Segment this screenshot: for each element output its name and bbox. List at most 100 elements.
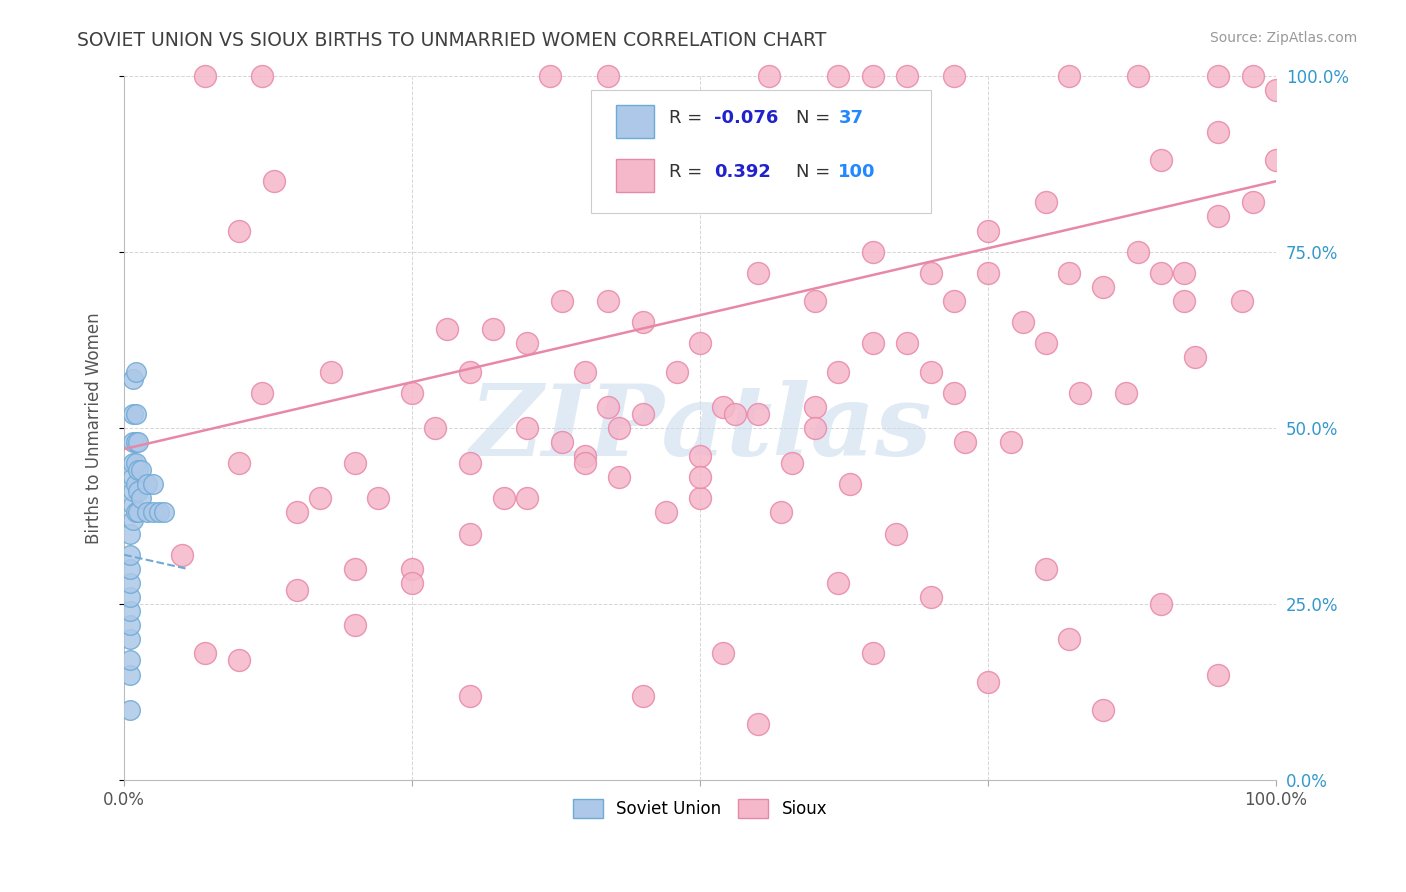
- Point: [118, 526, 141, 541]
- Point: [252, 69, 274, 83]
- Point: [631, 689, 654, 703]
- Text: 37: 37: [838, 109, 863, 127]
- Point: [711, 400, 734, 414]
- Point: [596, 400, 619, 414]
- Point: [122, 456, 145, 470]
- Y-axis label: Births to Unmarried Women: Births to Unmarried Women: [86, 312, 103, 544]
- Point: [124, 365, 146, 379]
- Point: [920, 590, 942, 604]
- Point: [136, 506, 159, 520]
- Point: [747, 266, 769, 280]
- Point: [920, 365, 942, 379]
- Point: [942, 293, 965, 308]
- Point: [1035, 562, 1057, 576]
- Point: [148, 506, 170, 520]
- Point: [689, 470, 711, 484]
- Point: [942, 385, 965, 400]
- Point: [689, 336, 711, 351]
- Point: [724, 407, 747, 421]
- Point: [401, 562, 423, 576]
- FancyBboxPatch shape: [591, 89, 931, 213]
- Point: [136, 477, 159, 491]
- Point: [574, 456, 596, 470]
- Point: [747, 717, 769, 731]
- Point: [122, 470, 145, 484]
- Point: [1011, 315, 1033, 329]
- Point: [118, 632, 141, 647]
- Point: [1150, 597, 1173, 611]
- Point: [228, 223, 250, 237]
- Point: [1150, 153, 1173, 167]
- Point: [127, 463, 149, 477]
- Text: ZIPatlas: ZIPatlas: [470, 380, 931, 476]
- Point: [896, 336, 918, 351]
- Point: [838, 477, 860, 491]
- Point: [118, 590, 141, 604]
- FancyBboxPatch shape: [616, 160, 654, 192]
- Point: [977, 223, 1000, 237]
- Point: [1173, 293, 1195, 308]
- Point: [609, 421, 631, 435]
- Point: [285, 582, 308, 597]
- Point: [920, 266, 942, 280]
- FancyBboxPatch shape: [616, 105, 654, 137]
- Point: [609, 470, 631, 484]
- Point: [1126, 69, 1149, 83]
- Text: R =: R =: [669, 163, 702, 181]
- Point: [827, 69, 849, 83]
- Point: [1208, 667, 1230, 681]
- Point: [124, 477, 146, 491]
- Point: [1150, 266, 1173, 280]
- Point: [516, 421, 538, 435]
- Point: [124, 506, 146, 520]
- Point: [1057, 632, 1080, 647]
- Point: [631, 407, 654, 421]
- Point: [769, 506, 792, 520]
- Point: [631, 315, 654, 329]
- Point: [1115, 385, 1137, 400]
- Point: [124, 435, 146, 450]
- Point: [343, 618, 366, 632]
- Point: [122, 499, 145, 513]
- Point: [124, 407, 146, 421]
- Point: [1035, 336, 1057, 351]
- Point: [1057, 69, 1080, 83]
- Point: [1230, 293, 1253, 308]
- Point: [194, 647, 217, 661]
- Point: [827, 365, 849, 379]
- Text: N =: N =: [796, 109, 830, 127]
- Point: [574, 365, 596, 379]
- Text: Source: ZipAtlas.com: Source: ZipAtlas.com: [1209, 31, 1357, 45]
- Point: [862, 647, 884, 661]
- Point: [538, 69, 561, 83]
- Point: [122, 435, 145, 450]
- Point: [689, 491, 711, 506]
- Point: [194, 69, 217, 83]
- Point: [953, 435, 976, 450]
- Point: [228, 653, 250, 667]
- Point: [458, 689, 481, 703]
- Point: [142, 477, 165, 491]
- Point: [425, 421, 447, 435]
- Point: [401, 576, 423, 591]
- Point: [1208, 210, 1230, 224]
- Point: [574, 449, 596, 463]
- Point: [804, 400, 827, 414]
- Point: [343, 456, 366, 470]
- Point: [862, 336, 884, 351]
- Point: [654, 506, 676, 520]
- Point: [142, 506, 165, 520]
- Point: [977, 674, 1000, 689]
- Point: [1173, 266, 1195, 280]
- Text: 0.392: 0.392: [714, 163, 770, 181]
- Point: [436, 322, 458, 336]
- Point: [747, 407, 769, 421]
- Point: [153, 506, 176, 520]
- Point: [131, 491, 153, 506]
- Point: [127, 506, 149, 520]
- Point: [131, 463, 153, 477]
- Point: [711, 647, 734, 661]
- Point: [666, 365, 689, 379]
- Point: [343, 562, 366, 576]
- Text: N =: N =: [796, 163, 830, 181]
